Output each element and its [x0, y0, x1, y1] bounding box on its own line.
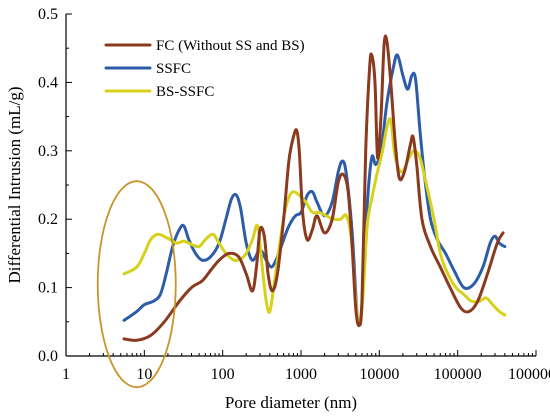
series-line-ssfc	[122, 53, 507, 328]
legend-label-bs-ssfc: BS-SSFC	[156, 84, 214, 100]
x-tick-label: 10	[136, 366, 152, 383]
x-tick-label: 10000	[359, 366, 399, 383]
y-tick-label: 0.1	[38, 280, 58, 297]
x-tick-label: 1000000	[508, 366, 550, 383]
y-tick-label: 0.5	[38, 6, 58, 23]
legend-label-ssfc: SSFC	[156, 61, 191, 77]
legend: FC (Without SS and BS) SSFC BS-SSFC	[104, 38, 305, 100]
x-axis-title: Pore diameter (nm)	[225, 393, 357, 412]
x-tick-label: 100000	[434, 366, 482, 383]
annotation-ellipse	[96, 180, 177, 389]
legend-label-fc-without-ss-and-bs: FC (Without SS and BS)	[156, 38, 305, 54]
series-line-fc-without-ss-and-bs	[122, 34, 505, 342]
x-tick-label: 1000	[285, 366, 317, 383]
y-tick-label: 0.3	[38, 143, 58, 160]
y-tick-label: 0.2	[38, 211, 58, 228]
x-tick-label: 1	[62, 366, 70, 383]
y-axis-title: Differential Intrusion (mL/g)	[5, 86, 24, 283]
x-tick-label: 100	[211, 366, 235, 383]
y-tick-label: 0.4	[38, 74, 58, 91]
y-tick-label: 0.0	[38, 348, 58, 365]
series-line-bs-ssfc	[122, 117, 507, 327]
